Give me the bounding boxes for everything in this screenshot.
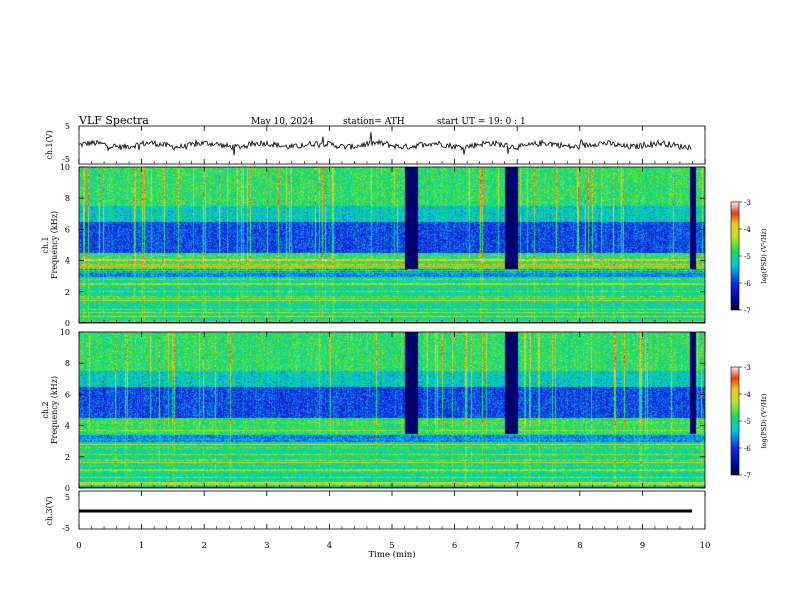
date-label: May 10, 2024 xyxy=(251,117,314,127)
ch1-colorbar-tick--4: -4 xyxy=(744,226,751,234)
ch1-ytick-bottom: -5 xyxy=(62,155,70,164)
time-tick-9: 9 xyxy=(640,541,645,551)
time-tick-10: 10 xyxy=(700,541,711,551)
ch1-spec-ytick-4: 4 xyxy=(65,257,70,266)
ch1-waveform-ylabel: ch.1(V) xyxy=(45,130,54,159)
ch2-spec-ytick-2: 2 xyxy=(65,453,70,462)
ch2-spec-ytick-6: 6 xyxy=(65,390,70,399)
ch2-colorbar-ticks: -3 -4 -5 -6 -7 xyxy=(739,364,751,480)
ch1-colorbar xyxy=(731,202,739,310)
ch3-ytick-top: 5 xyxy=(65,493,70,502)
ch1-spec-ytick-6: 6 xyxy=(65,225,70,234)
ch1-colorbar-tick--5: -5 xyxy=(744,253,751,261)
ch1-colorbar-tick--3: -3 xyxy=(744,199,751,207)
time-axis-label: Time (min) xyxy=(368,549,415,560)
time-tick-8: 8 xyxy=(577,541,582,551)
ch1-colorbar-label: log(PSD) (V²/Hz) xyxy=(760,228,768,283)
ch2-spec-ytick-0: 0 xyxy=(65,484,70,493)
ch2-spec-ylabel-line1: ch.2 xyxy=(41,401,50,418)
ch2-colorbar-tick--4: -4 xyxy=(744,391,751,399)
ch1-spec-ylabel-line1: ch.1 xyxy=(41,236,50,253)
ch3-ytick-bottom: -5 xyxy=(62,524,70,533)
ch2-spec-ytick-8: 8 xyxy=(65,359,70,368)
start-time-label: start UT = 19: 0 : 1 xyxy=(437,117,526,127)
ch1-spec-ytick-0: 0 xyxy=(65,319,70,328)
ch1-colorbar-ticks: -3 -4 -5 -6 -7 xyxy=(739,199,751,315)
ch3-waveform-frame xyxy=(78,490,706,530)
ch1-colorbar-tick--7: -7 xyxy=(744,307,751,315)
ch2-spec-ylabel-line2: Frequency (kHz) xyxy=(50,376,59,444)
ch1-waveform-frame xyxy=(78,125,706,165)
ch1-spec-ylabel-line2: Frequency (kHz) xyxy=(50,211,59,279)
plot-title: VLF Spectra xyxy=(78,114,149,127)
ch1-spec-ytick-10: 10 xyxy=(60,163,70,172)
time-tick-6: 6 xyxy=(452,541,457,551)
station-label: station= ATH xyxy=(343,117,405,127)
ch1-spectrogram xyxy=(79,167,705,323)
ch2-colorbar-tick--3: -3 xyxy=(744,364,751,372)
ch2-spec-ytick-10: 10 xyxy=(60,328,70,337)
time-tick-7: 7 xyxy=(514,541,519,551)
time-tick-3: 3 xyxy=(264,541,269,551)
ch2-colorbar-label: log(PSD) (V²/Hz) xyxy=(760,393,768,448)
ch2-spectrogram xyxy=(79,332,705,488)
time-tick-0: 0 xyxy=(76,541,81,551)
time-tick-4: 4 xyxy=(327,541,332,551)
ch2-colorbar-tick--5: -5 xyxy=(744,418,751,426)
ch1-spec-ytick-2: 2 xyxy=(65,288,70,297)
ch2-colorbar-tick--7: -7 xyxy=(744,472,751,480)
header: VLF Spectra May 10, 2024 station= ATH st… xyxy=(78,114,526,127)
ch2-spec-ytick-4: 4 xyxy=(65,422,70,431)
time-tick-5: 5 xyxy=(389,541,394,551)
ch2-colorbar xyxy=(731,367,739,475)
ch3-waveform-ylabel: ch.3(V) xyxy=(45,496,54,525)
time-tick-1: 1 xyxy=(139,541,144,551)
ch2-colorbar-tick--6: -6 xyxy=(744,445,751,453)
time-tick-2: 2 xyxy=(201,541,206,551)
ch1-spec-ytick-8: 8 xyxy=(65,194,70,203)
ch1-colorbar-tick--6: -6 xyxy=(744,280,751,288)
ch1-waveform-line xyxy=(78,132,692,156)
